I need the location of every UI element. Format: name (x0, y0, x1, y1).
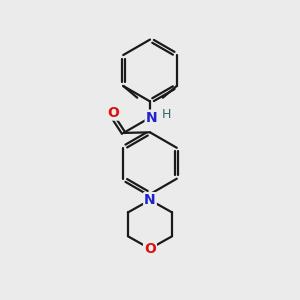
Text: N: N (144, 193, 156, 207)
Text: O: O (144, 242, 156, 256)
Text: O: O (107, 106, 119, 120)
Text: N: N (146, 111, 157, 124)
Text: H: H (161, 108, 171, 121)
